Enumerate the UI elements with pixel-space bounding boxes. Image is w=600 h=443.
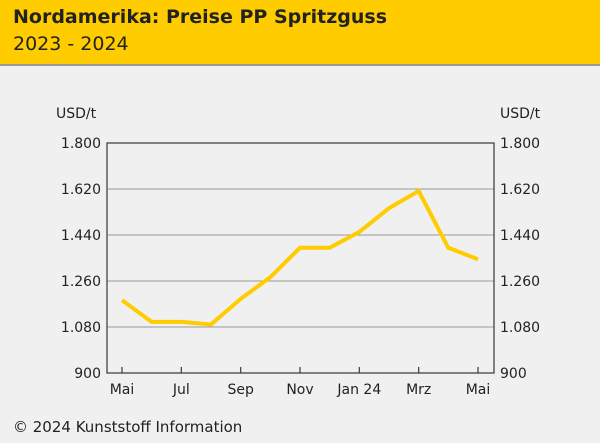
y-axis-label-right: USD/t — [500, 106, 541, 122]
y-tick-label-left: 1.440 — [61, 228, 101, 244]
x-tick-label: Mai — [110, 382, 135, 398]
x-tick-label: Jul — [172, 382, 190, 398]
header-band: Nordamerika: Preise PP Spritzguss 2023 -… — [0, 0, 600, 66]
y-tick-label-left: 900 — [74, 366, 101, 382]
y-tick-label-right: 1.440 — [500, 228, 540, 244]
y-tick-label-left: 1.620 — [61, 182, 101, 198]
y-tick-label-right: 1.800 — [500, 136, 540, 152]
copyright: © 2024 Kunststoff Information — [13, 418, 243, 436]
y-tick-label-left: 1.080 — [61, 320, 101, 336]
x-tick-label: Mai — [466, 382, 491, 398]
series-line — [120, 188, 479, 327]
plot-frame — [106, 142, 495, 374]
x-tick-label: Sep — [227, 382, 254, 398]
chart-subtitle: 2023 - 2024 — [13, 33, 129, 55]
y-tick-label-left: 1.260 — [61, 274, 101, 290]
y-axis-label-left: USD/t — [56, 106, 97, 122]
chart-title: Nordamerika: Preise PP Spritzguss — [13, 6, 388, 28]
x-tick-label: Jan 24 — [336, 382, 381, 398]
y-tick-label-right: 1.620 — [500, 182, 540, 198]
x-tick-label: Nov — [286, 382, 313, 398]
y-tick-label-right: 1.260 — [500, 274, 540, 290]
y-tick-label-left: 1.800 — [61, 136, 101, 152]
y-tick-label-right: 1.080 — [500, 320, 540, 336]
x-tick-label: Mrz — [406, 382, 431, 398]
y-tick-label-right: 900 — [500, 366, 527, 382]
